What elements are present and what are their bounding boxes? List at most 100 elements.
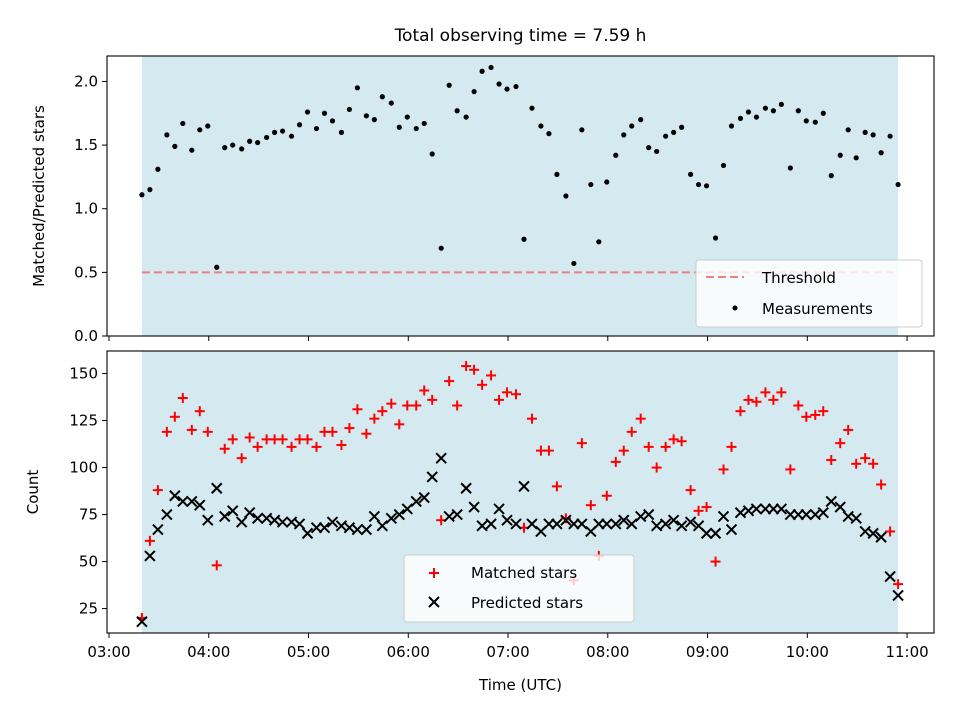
x-stroke [734, 506, 747, 519]
predicted-star-point [385, 512, 398, 525]
matched-star-point [651, 462, 662, 473]
x-stroke [293, 518, 306, 530]
matched-star-point [461, 361, 472, 372]
matched-star-point [452, 400, 463, 411]
predicted-star-point [235, 516, 248, 528]
matched-star-point [236, 453, 247, 464]
measurement-point [438, 245, 444, 251]
x-stroke [485, 518, 497, 530]
predicted-star-point [493, 503, 505, 515]
matched-star-point [601, 490, 612, 501]
matched-star-point [494, 394, 505, 405]
measurement-point [529, 105, 535, 111]
measurement-point [554, 171, 560, 177]
measurement-point [671, 129, 677, 135]
ratio-axes-frame [106, 55, 935, 337]
predicted-star-point [684, 516, 697, 528]
predicted-star-point [326, 516, 339, 528]
measurement-point [239, 146, 245, 152]
matched-star-point [885, 526, 896, 537]
matched-star-point [361, 428, 372, 439]
predicted-star-point [700, 527, 713, 540]
y-tick-label: 100 [69, 459, 98, 477]
predicted-star-point [650, 520, 663, 532]
count-legend: Matched stars Predicted stars [403, 554, 635, 623]
measurement-point [304, 109, 311, 115]
matched-star-point [152, 485, 163, 496]
matched-star-point [161, 426, 172, 437]
x-stroke [152, 523, 164, 536]
y-tick-label: 1.5 [74, 136, 98, 154]
measurement-point [613, 152, 619, 158]
measurement-point [271, 129, 278, 135]
measurement-point [379, 94, 385, 100]
x-stroke [276, 516, 289, 528]
measurement-point [712, 235, 719, 241]
matched-star-point [776, 387, 787, 398]
measurement-point [596, 239, 602, 245]
matched-star-point [751, 396, 762, 407]
x-stroke [667, 514, 680, 526]
matched-star-point [551, 481, 562, 492]
x-tick-label: 10:00 [786, 643, 829, 661]
predicted-star-point [667, 514, 680, 526]
count-legend-box [403, 554, 635, 623]
x-stroke [825, 495, 837, 508]
x-stroke [385, 512, 398, 525]
ratio-axes: 0.0 0.5 1.0 1.5 2.0 [74, 72, 908, 345]
count-axes-frame [106, 350, 935, 634]
measurement-point [629, 123, 635, 129]
x-stroke [834, 501, 846, 513]
matched-star-point [427, 394, 438, 405]
measurement-point [197, 127, 203, 133]
measurement-point [404, 114, 410, 120]
y-tick-label: 0.0 [74, 327, 98, 345]
x-stroke [610, 518, 622, 530]
x-tick-label: 07:00 [486, 643, 529, 661]
measurement-point [139, 192, 145, 198]
measurement-point [878, 150, 884, 156]
matched-star-point [826, 455, 837, 466]
x-stroke [468, 501, 480, 513]
matched-star-point [286, 441, 297, 452]
measurement-point [770, 108, 776, 114]
measurement-point [147, 187, 153, 193]
measurement-point [820, 110, 826, 116]
x-tick-label: 08:00 [586, 643, 629, 661]
legend-x-marker [428, 596, 440, 608]
measurement-point [446, 82, 452, 88]
x-stroke [717, 510, 730, 523]
measurement-point [621, 132, 627, 138]
x-stroke [202, 514, 214, 526]
x-stroke [618, 514, 630, 526]
measurement-point [828, 173, 834, 179]
predicted-star-point [551, 518, 563, 530]
measurement-point [346, 106, 353, 113]
x-stroke [551, 518, 563, 530]
matched-star-point [768, 394, 779, 405]
count-axes: 25 50 75 100 125 150 03:00 04:00 05:00 06:00 07:00… [69, 365, 928, 661]
matched-star-point [576, 438, 587, 449]
x-stroke [451, 508, 463, 521]
matched-star-point [477, 379, 488, 390]
matched-star-point [785, 464, 796, 475]
predicted-star-point [510, 518, 522, 530]
x-stroke [892, 589, 904, 602]
x-stroke [501, 514, 513, 526]
predicted-star-point [401, 503, 413, 515]
ratio-panel: 0.0 0.5 1.0 1.5 2.0 Total observing time = 7… [30, 26, 935, 345]
predicted-star-point [376, 520, 389, 532]
x-stroke [360, 523, 373, 536]
predicted-star-point [709, 527, 722, 540]
matched-star-point [502, 387, 513, 398]
predicted-star-point [169, 490, 181, 502]
matched-star-point [810, 409, 821, 420]
x-stroke [493, 503, 505, 515]
predicted-star-point [485, 518, 497, 530]
matched-star-point [835, 438, 846, 449]
predicted-star-point [867, 527, 879, 540]
measurement-point [214, 264, 220, 270]
x-tick-label: 03:00 [87, 643, 130, 661]
x-stroke [243, 506, 256, 519]
